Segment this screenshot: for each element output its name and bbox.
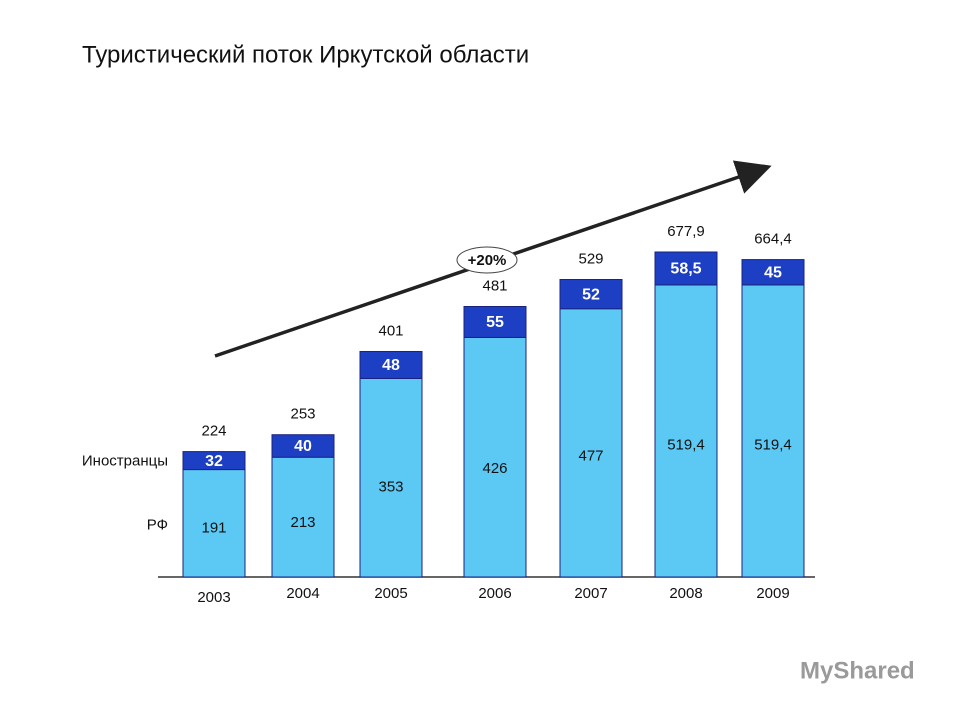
value-label: 58,5 (670, 261, 701, 278)
total-label: 401 (378, 322, 403, 339)
total-label: 224 (201, 423, 226, 440)
value-label: 426 (482, 460, 507, 477)
x-tick-label: 2008 (669, 585, 702, 602)
value-label: 45 (764, 264, 782, 281)
x-tick-label: 2009 (756, 585, 789, 602)
total-label: 253 (290, 406, 315, 423)
value-label: 52 (582, 286, 600, 303)
value-label: 519,4 (667, 437, 705, 454)
bar-segment (463, 305, 527, 338)
bar-segment (182, 451, 246, 471)
total-label: 481 (482, 277, 507, 294)
value-label: 519,4 (754, 437, 792, 454)
x-tick-label: 2003 (197, 589, 230, 606)
bar-segment (359, 350, 423, 379)
bar-segment (741, 259, 805, 286)
bar-segment (741, 284, 805, 578)
value-label: 55 (486, 314, 504, 331)
value-label: 48 (382, 357, 400, 374)
value-label: 32 (205, 453, 223, 470)
x-tick-label: 2006 (478, 585, 511, 602)
value-label: 40 (294, 438, 312, 455)
annotation: +20% (468, 252, 507, 269)
bar-segment (271, 456, 335, 578)
bar-segment (654, 284, 718, 578)
bar-segment (559, 279, 623, 310)
chart-title: Туристический поток Иркутской области (82, 41, 529, 68)
annotation-bubble (456, 246, 518, 274)
value-label: 213 (290, 514, 315, 531)
bar-segment (359, 377, 423, 578)
bar-segment (463, 336, 527, 578)
bar-segment (271, 434, 335, 458)
legend-label: Иностранцы (82, 453, 168, 470)
bar-segment (654, 251, 718, 286)
value-label: 477 (578, 447, 603, 464)
bar-segment (559, 308, 623, 578)
total-label: 664,4 (754, 231, 792, 248)
total-label: 677,9 (667, 223, 705, 240)
watermark: MyShared (800, 657, 915, 684)
x-tick-label: 2007 (574, 585, 607, 602)
total-label: 529 (578, 250, 603, 267)
value-label: 191 (201, 520, 226, 537)
legend-label: РФ (147, 516, 168, 533)
x-tick-label: 2004 (286, 585, 319, 602)
x-tick-label: 2005 (374, 585, 407, 602)
bar-segment (182, 469, 246, 578)
value-label: 353 (378, 479, 403, 496)
